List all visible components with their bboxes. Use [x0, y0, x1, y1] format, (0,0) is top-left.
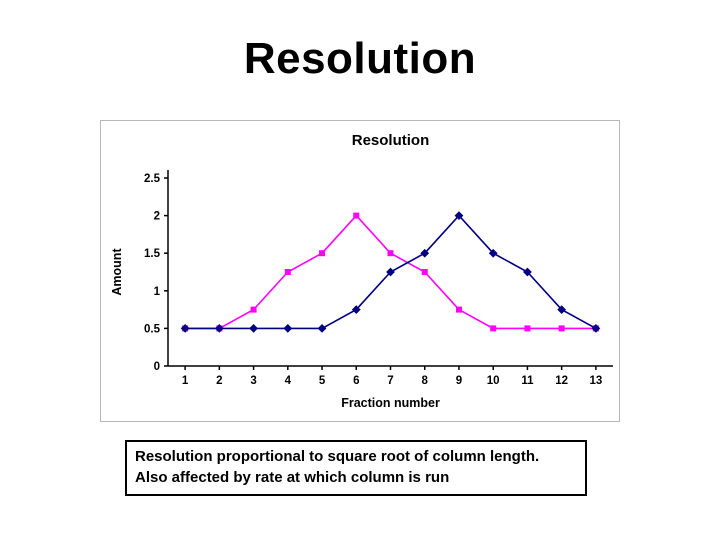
navy-series-marker [214, 324, 224, 333]
x-tick-label: 10 [487, 375, 500, 387]
x-tick-label: 13 [589, 375, 602, 387]
navy-series-marker [523, 267, 532, 277]
navy-series-marker [420, 248, 430, 258]
magenta-series-marker [490, 325, 497, 332]
x-tick-label: 2 [216, 375, 222, 387]
magenta-series-marker [455, 306, 462, 313]
chart-panel: Resolution 0 0.5 1 1.5 2 2.5 1 2 3 4 5 6 7 8 9 10 11 12 13 A… [100, 120, 620, 422]
y-tick-label: 1.5 [144, 248, 161, 260]
x-tick-label: 12 [555, 375, 568, 387]
magenta-series-marker [524, 325, 531, 332]
y-tick-label: 2 [154, 211, 160, 223]
magenta-series-marker [319, 250, 326, 257]
x-tick-label: 1 [182, 375, 189, 387]
x-tick-label: 8 [422, 375, 429, 387]
y-tick-label: 2.5 [144, 173, 161, 185]
navy-series-marker [317, 324, 327, 333]
magenta-series-marker [421, 269, 428, 275]
magenta-series-marker [387, 250, 394, 257]
caption-box: Resolution proportional to square root o… [125, 440, 587, 496]
x-axis-title: Fraction number [341, 396, 440, 410]
navy-series-marker [283, 324, 293, 333]
navy-series-marker [249, 324, 258, 333]
caption-line-2: Also affected by rate at which column is… [135, 469, 450, 486]
y-tick-label: 0 [154, 361, 160, 373]
x-tick-label: 5 [319, 375, 326, 387]
navy-series-marker [488, 248, 498, 258]
caption-line-1: Resolution proportional to square root o… [135, 448, 540, 465]
x-tick-label: 7 [387, 375, 393, 387]
x-tick-label: 9 [456, 375, 462, 387]
x-tick-label: 3 [250, 375, 256, 387]
navy-series-marker [386, 267, 395, 277]
magenta-series-marker [558, 325, 565, 332]
slide-title: Resolution [243, 34, 477, 83]
y-tick-label: 0.5 [144, 323, 161, 335]
magenta-series-marker [353, 212, 360, 219]
magenta-series-marker [250, 306, 257, 313]
y-axis-title: Amount [110, 248, 124, 296]
x-tick-label: 11 [521, 375, 534, 387]
magenta-series-marker [284, 269, 291, 275]
y-tick-label: 1 [154, 286, 161, 298]
x-tick-label: 4 [285, 375, 292, 387]
chart-title: Resolution [352, 132, 430, 149]
x-tick-label: 6 [353, 375, 359, 387]
navy-series-marker [591, 324, 601, 333]
navy-series-marker [180, 324, 190, 333]
